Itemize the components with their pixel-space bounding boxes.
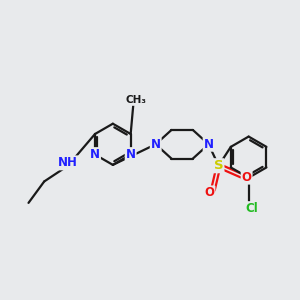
- Text: N: N: [90, 148, 100, 161]
- Text: S: S: [214, 159, 224, 172]
- Text: Cl: Cl: [245, 202, 258, 215]
- Text: N: N: [126, 148, 136, 161]
- Text: O: O: [242, 171, 252, 184]
- Text: N: N: [204, 138, 214, 151]
- Text: NH: NH: [58, 156, 78, 170]
- Text: CH₃: CH₃: [125, 95, 146, 105]
- Text: N: N: [151, 138, 161, 151]
- Text: O: O: [205, 186, 214, 200]
